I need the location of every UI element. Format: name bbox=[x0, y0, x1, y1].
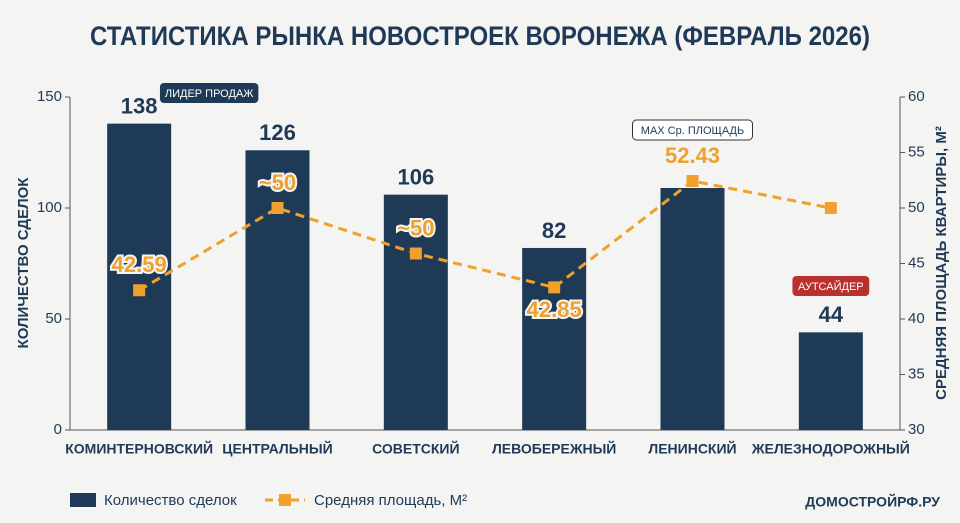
legend-swatch bbox=[70, 493, 96, 507]
bar bbox=[245, 150, 310, 430]
bar-value-label: 44 bbox=[819, 302, 844, 327]
line-value-label: ~50 bbox=[259, 170, 296, 195]
x-tick-label: СОВЕТСКИЙ bbox=[372, 440, 459, 457]
line-value-label: 42.59 bbox=[112, 252, 167, 277]
bar bbox=[107, 123, 172, 430]
line-series bbox=[138, 179, 832, 292]
y-tick-label: 150 bbox=[37, 88, 62, 105]
legend-label: Средняя площадь, М² bbox=[314, 492, 467, 509]
x-tick-label: ЛЕВОБЕРЕЖНЫЙ bbox=[492, 440, 616, 457]
annotation-badge bbox=[792, 276, 870, 296]
x-tick-label: ЦЕНТРАЛЬНЫЙ bbox=[222, 440, 332, 457]
legend-swatch bbox=[279, 494, 291, 506]
bar bbox=[383, 194, 448, 430]
line-value-label: 52.43 bbox=[665, 143, 720, 168]
line-value-label: ~50 bbox=[397, 215, 434, 240]
source: ДОМОСТРОЙРФ.РУ bbox=[805, 493, 940, 510]
bar-value-label: 106 bbox=[397, 164, 434, 189]
bar-value-label: 138 bbox=[121, 93, 158, 118]
y-tick-label: 100 bbox=[37, 199, 62, 216]
y2-tick-label: 60 bbox=[908, 88, 925, 105]
annotation-text: MAX Ср. ПЛОЩАДЬ bbox=[641, 125, 744, 137]
y-tick-label: 0 bbox=[54, 421, 62, 438]
line-marker bbox=[824, 202, 837, 214]
bar-value-label: 82 bbox=[542, 218, 566, 243]
line-marker bbox=[409, 247, 422, 260]
x-tick-label: ЖЕЛЕЗНОДОРОЖНЫЙ bbox=[751, 440, 910, 457]
line-marker bbox=[133, 284, 146, 297]
line-marker bbox=[548, 281, 561, 294]
bar bbox=[522, 247, 587, 430]
y2-axis-label: СРЕДНЯЯ ПЛОЩАДЬ КВАРТИРЫ, М² bbox=[933, 126, 950, 400]
chart-title: СТАТИСТИКА РЫНКА НОВОСТРОЕК ВОРОНЕЖА (ФЕ… bbox=[90, 21, 870, 51]
line-value-label: 42.85 bbox=[527, 297, 582, 322]
y2-tick-label: 50 bbox=[908, 199, 925, 216]
annotation-badge bbox=[159, 83, 259, 103]
bar-value-label: 126 bbox=[259, 120, 296, 145]
y2-tick-label: 35 bbox=[908, 365, 925, 382]
annotation-badge bbox=[632, 119, 753, 141]
y2-tick-label: 45 bbox=[908, 254, 925, 271]
annotation-text: ЛИДЕР ПРОДАЖ bbox=[165, 88, 254, 100]
y2-tick-label: 40 bbox=[908, 310, 925, 327]
legend-label: Количество сделок bbox=[104, 492, 237, 509]
bar bbox=[660, 188, 725, 430]
y2-tick-label: 30 bbox=[908, 421, 925, 438]
x-tick-label: КОМИНТЕРНОВСКИЙ bbox=[65, 440, 213, 457]
y2-tick-label: 55 bbox=[908, 143, 925, 160]
line-marker bbox=[271, 202, 284, 214]
x-tick-label: ЛЕНИНСКИЙ bbox=[648, 440, 736, 457]
bar bbox=[798, 332, 863, 430]
annotation-text: АУТСАЙДЕР bbox=[798, 280, 864, 293]
y-tick-label: 50 bbox=[45, 310, 62, 327]
line-marker bbox=[686, 175, 699, 188]
y-axis-label: КОЛИЧЕСТВО СДЕЛОК bbox=[15, 177, 32, 349]
